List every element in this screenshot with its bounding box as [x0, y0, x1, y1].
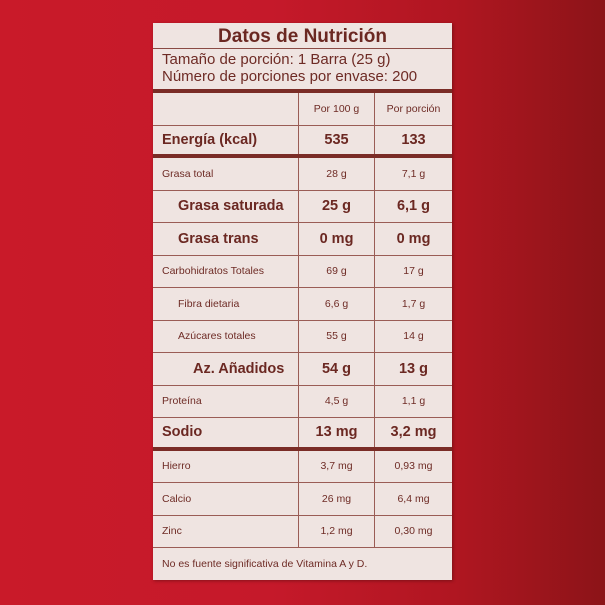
- value-per-serving: 6,1 g: [396, 198, 431, 215]
- row-energy: Energía (kcal) 535 133: [153, 125, 452, 158]
- value-per-100g: 1,2 mg: [299, 515, 375, 547]
- value-per-100g: 0 mg: [299, 223, 375, 255]
- row-total-fat: Grasa total 28 g 7,1 g: [153, 158, 452, 191]
- value-per-serving: 0,30 mg: [394, 525, 433, 538]
- value-per-serving: 14 g: [403, 330, 424, 343]
- row-calcium: Calcio 26 mg 6,4 mg: [153, 483, 452, 516]
- value-per-serving: 0 mg: [396, 230, 431, 247]
- value-per-100g: 54 g: [299, 353, 375, 385]
- value-per-100g: 28 g: [299, 158, 375, 190]
- nutrient-name: Zinc: [153, 515, 299, 547]
- nutrient-name: Grasa trans: [153, 223, 299, 255]
- value-per-serving: 1,7 g: [401, 297, 426, 310]
- nutrient-name: Azúcares totales: [153, 320, 299, 352]
- nutrient-name: Calcio: [153, 483, 299, 515]
- value-per-100g: 535: [299, 125, 375, 154]
- serving-size: Tamaño de porción: 1 Barra (25 g): [162, 51, 391, 68]
- value-per-100g: 26 mg: [299, 483, 375, 515]
- row-protein: Proteína 4,5 g 1,1 g: [153, 385, 452, 418]
- row-iron: Hierro 3,7 mg 0,93 mg: [153, 450, 452, 483]
- value-per-serving: 13 g: [398, 360, 428, 377]
- value-per-serving: 3,2 mg: [390, 424, 437, 441]
- value-per-100g: 3,7 mg: [299, 450, 375, 482]
- row-added-sugars: Az. Añadidos 54 g 13 g: [153, 353, 452, 386]
- panel-title: Datos de Nutrición: [153, 23, 452, 49]
- servings-per-container: Número de porciones por envase: 200: [162, 67, 418, 85]
- value-per-serving: 17 g: [403, 265, 424, 278]
- nutrient-name: Energía (kcal): [153, 125, 299, 154]
- header-per-serving: Por porción: [386, 102, 441, 115]
- header-row: Por 100 g Por porción: [153, 93, 452, 126]
- nutrient-name: Az. Añadidos: [153, 353, 299, 385]
- value-per-serving: 7,1 g: [401, 167, 426, 180]
- header-nutrient: [153, 93, 299, 125]
- value-per-serving: 6,4 mg: [397, 492, 430, 505]
- row-total-sugars: Azúcares totales 55 g 14 g: [153, 320, 452, 353]
- value-per-serving: 133: [401, 131, 426, 148]
- nutrient-name: Hierro: [153, 450, 299, 482]
- nutrient-name: Fibra dietaria: [153, 288, 299, 320]
- row-sodium: Sodio 13 mg 3,2 mg: [153, 418, 452, 451]
- value-per-100g: 4,5 g: [299, 385, 375, 417]
- nutrient-name: Grasa saturada: [153, 190, 299, 222]
- header-per-100g: Por 100 g: [299, 93, 375, 125]
- row-total-carbs: Carbohidratos Totales 69 g 17 g: [153, 255, 452, 288]
- nutrient-name: Proteína: [153, 385, 299, 417]
- value-per-100g: 69 g: [299, 255, 375, 287]
- value-per-100g: 6,6 g: [299, 288, 375, 320]
- value-per-100g: 25 g: [299, 190, 375, 222]
- value-per-100g: 55 g: [299, 320, 375, 352]
- nutrient-name: Carbohidratos Totales: [153, 255, 299, 287]
- row-trans-fat: Grasa trans 0 mg 0 mg: [153, 223, 452, 256]
- row-dietary-fiber: Fibra dietaria 6,6 g 1,7 g: [153, 288, 452, 321]
- footnote: No es fuente significativa de Vitamina A…: [162, 558, 368, 570]
- value-per-serving: 0,93 mg: [394, 460, 433, 473]
- serving-info: Tamaño de porción: 1 Barra (25 g) Número…: [153, 49, 452, 93]
- row-zinc: Zinc 1,2 mg 0,30 mg: [153, 515, 452, 548]
- row-saturated-fat: Grasa saturada 25 g 6,1 g: [153, 190, 452, 223]
- nutrition-facts-panel: Datos de Nutrición Tamaño de porción: 1 …: [153, 23, 452, 580]
- nutrient-name: Sodio: [153, 418, 299, 447]
- nutrient-name: Grasa total: [153, 158, 299, 190]
- value-per-serving: 1,1 g: [401, 395, 426, 408]
- value-per-100g: 13 mg: [299, 418, 375, 447]
